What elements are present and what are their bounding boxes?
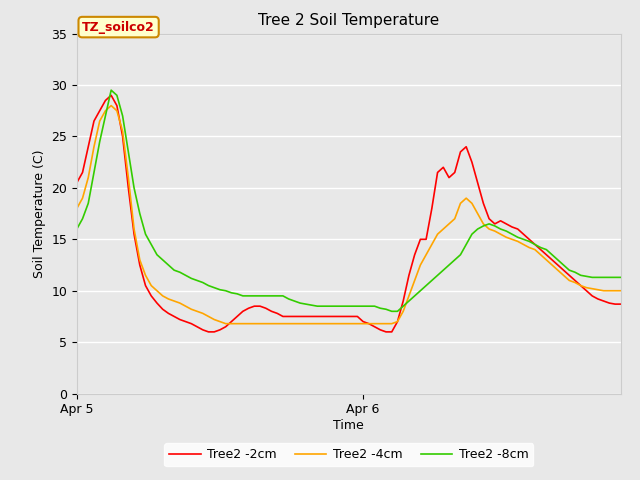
Tree2 -8cm bbox=[388, 309, 396, 314]
Tree2 -4cm bbox=[617, 288, 625, 294]
Legend: Tree2 -2cm, Tree2 -4cm, Tree2 -8cm: Tree2 -2cm, Tree2 -4cm, Tree2 -8cm bbox=[164, 443, 533, 466]
Tree2 -8cm bbox=[234, 291, 241, 297]
Tree2 -4cm bbox=[108, 103, 115, 108]
Tree2 -8cm bbox=[153, 252, 161, 258]
Tree2 -4cm bbox=[73, 205, 81, 211]
Line: Tree2 -8cm: Tree2 -8cm bbox=[77, 90, 621, 312]
Tree2 -2cm bbox=[319, 313, 327, 319]
Tree2 -2cm bbox=[582, 288, 590, 294]
Tree2 -4cm bbox=[582, 285, 590, 290]
Tree2 -4cm bbox=[359, 321, 367, 326]
Text: TZ_soilco2: TZ_soilco2 bbox=[82, 21, 155, 34]
Y-axis label: Soil Temperature (C): Soil Temperature (C) bbox=[33, 149, 45, 278]
Tree2 -2cm bbox=[376, 327, 384, 333]
Tree2 -8cm bbox=[371, 303, 378, 309]
Tree2 -2cm bbox=[73, 180, 81, 186]
Tree2 -2cm bbox=[617, 301, 625, 307]
Tree2 -4cm bbox=[239, 321, 246, 326]
Tree2 -8cm bbox=[314, 303, 321, 309]
Tree2 -4cm bbox=[319, 321, 327, 326]
Tree2 -4cm bbox=[153, 288, 161, 294]
Tree2 -8cm bbox=[73, 226, 81, 232]
Tree2 -2cm bbox=[153, 300, 161, 306]
Line: Tree2 -4cm: Tree2 -4cm bbox=[77, 106, 621, 324]
Tree2 -4cm bbox=[376, 321, 384, 326]
Tree2 -2cm bbox=[239, 309, 246, 314]
Tree2 -8cm bbox=[582, 274, 590, 279]
Tree2 -8cm bbox=[617, 275, 625, 280]
Title: Tree 2 Soil Temperature: Tree 2 Soil Temperature bbox=[258, 13, 440, 28]
Tree2 -2cm bbox=[108, 93, 115, 98]
Line: Tree2 -2cm: Tree2 -2cm bbox=[77, 96, 621, 332]
Tree2 -2cm bbox=[205, 329, 212, 335]
Tree2 -8cm bbox=[353, 303, 361, 309]
Tree2 -8cm bbox=[108, 87, 115, 93]
Tree2 -4cm bbox=[222, 321, 230, 326]
Tree2 -2cm bbox=[359, 319, 367, 324]
X-axis label: Time: Time bbox=[333, 419, 364, 432]
